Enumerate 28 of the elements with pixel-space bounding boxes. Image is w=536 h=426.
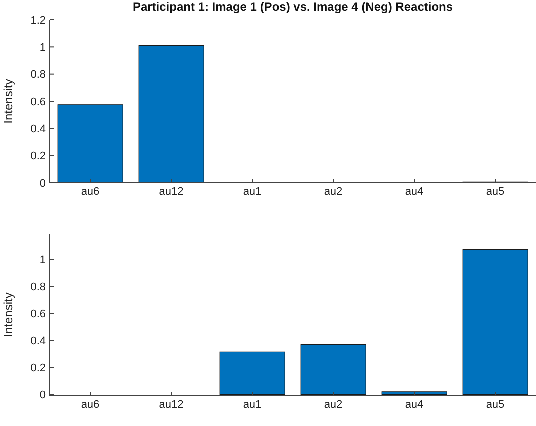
- x-tick-label: au1: [243, 186, 262, 198]
- y-axis-title: Intensity: [1, 292, 16, 338]
- x-tick-label: au1: [243, 398, 262, 411]
- x-tick-label: au5: [486, 186, 505, 198]
- x-tick-label: au6: [81, 398, 100, 411]
- y-tick-label: 0.8: [30, 282, 46, 294]
- x-tick-label: au12: [159, 398, 184, 411]
- y-tick-label: 0.8: [30, 69, 46, 82]
- y-tick-label: 0.4: [30, 124, 46, 136]
- y-tick-label: 1.2: [30, 14, 46, 27]
- y-tick-label: 0: [40, 178, 46, 190]
- y-tick-label: 0.2: [30, 362, 46, 375]
- y-tick-label: 0.6: [30, 308, 46, 321]
- y-tick-label: 0: [40, 390, 46, 402]
- x-tick-label: au4: [405, 398, 424, 411]
- x-tick-label: au12: [159, 186, 184, 198]
- y-tick-label: 0.4: [30, 336, 46, 348]
- x-tick-label: au2: [324, 186, 343, 198]
- y-tick-label: 1: [40, 42, 46, 54]
- x-tick-label: au2: [324, 398, 343, 411]
- y-tick-label: 1: [40, 254, 46, 267]
- x-tick-label: au6: [81, 186, 100, 198]
- x-tick-label: au5: [486, 398, 505, 411]
- chart-title: Participant 1: Image 1 (Pos) vs. Image 4 (Neg) Reactions: [132, 0, 454, 14]
- y-tick-label: 0.2: [30, 150, 46, 163]
- x-tick-label: au4: [405, 186, 424, 198]
- y-axis-title: Intensity: [1, 79, 16, 124]
- y-tick-label: 0.6: [30, 96, 46, 108]
